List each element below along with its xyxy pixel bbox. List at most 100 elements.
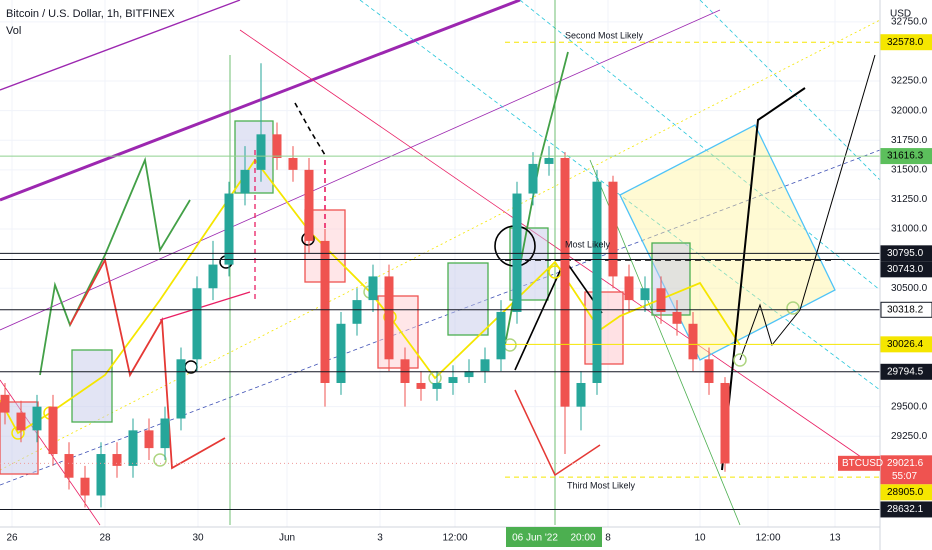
x-tick-label: 10 <box>694 533 706 544</box>
candle-body <box>656 288 666 312</box>
candle-body <box>0 394 10 413</box>
candle-body <box>496 311 506 360</box>
y-tick-label: 32250.0 <box>891 76 928 87</box>
candle-body <box>416 382 426 389</box>
price-label: 28905.0 <box>887 487 924 498</box>
candle-body <box>288 158 298 170</box>
price-label: 30795.0 <box>887 248 924 259</box>
countdown: 55:07 <box>892 471 917 482</box>
grid <box>0 0 880 527</box>
price-label-box <box>880 261 932 278</box>
price-label: 30026.4 <box>887 339 924 350</box>
candle-body <box>400 359 410 383</box>
candle-body <box>160 418 170 449</box>
annotation: Most Likely <box>565 239 611 249</box>
candle-body <box>640 288 650 301</box>
price-label-box <box>880 484 932 501</box>
candle-body <box>96 454 106 496</box>
annotation: Third Most Likely <box>567 480 636 490</box>
symbol-tag: BTCUSD <box>842 458 883 469</box>
symbol-tag-box <box>838 455 880 471</box>
price-label: 32578.0 <box>887 37 924 48</box>
price-label-box <box>880 363 932 380</box>
candle-body <box>480 359 490 372</box>
y-tick-label: 31500.0 <box>891 164 928 175</box>
price-label: 29794.5 <box>887 366 924 377</box>
x-axis-labels: 26 28 30 Jun 3 12:00 8 10 12:00 13 <box>6 533 841 544</box>
y-tick-label: 32750.0 <box>891 16 928 27</box>
x-tick-label: 28 <box>99 533 111 544</box>
y-tick-label: 29250.0 <box>891 431 928 442</box>
candle-body <box>512 193 522 312</box>
price-label: 29021.6 <box>887 458 924 469</box>
candle-body <box>704 359 714 383</box>
candle-body <box>688 323 698 360</box>
candle-body <box>720 382 730 464</box>
candle-body <box>32 406 42 431</box>
candle-body <box>48 406 58 455</box>
candle-body <box>624 276 634 301</box>
drawings <box>0 0 881 526</box>
candle-body <box>448 377 458 383</box>
candle-body <box>192 288 202 360</box>
candles <box>0 63 730 508</box>
x-tick-label: 13 <box>829 533 841 544</box>
candle-body <box>176 359 186 419</box>
candle-body <box>560 158 570 407</box>
price-label-box <box>880 455 932 485</box>
price-label: 31616.3 <box>887 151 924 162</box>
candle-body <box>144 430 154 449</box>
x-tick-label: 30 <box>192 533 204 544</box>
candle-body <box>304 169 314 241</box>
candle-body <box>320 240 330 383</box>
x-tick-label: 26 <box>6 533 18 544</box>
candle-body <box>576 382 586 407</box>
candle-body <box>528 163 538 194</box>
x-tick-label: 12:00 <box>442 533 467 544</box>
cursor-date: 06 Jun '22 <box>512 533 558 544</box>
cursor-date-box <box>506 527 602 547</box>
currency-label: USD <box>890 9 911 20</box>
candle-body <box>336 323 346 383</box>
x-tick-label: 8 <box>605 533 611 544</box>
price-levels <box>0 41 880 510</box>
candle-body <box>368 276 378 301</box>
annotation: Second Most Likely <box>565 30 644 40</box>
indicator-label: Vol <box>6 25 21 37</box>
symbol-title: Bitcoin / U.S. Dollar, 1h, BITFINEX <box>6 8 175 20</box>
x-tick-label: Jun <box>279 533 295 544</box>
candle-body <box>544 158 554 164</box>
price-label-box <box>880 34 932 51</box>
candle-body <box>432 382 442 389</box>
price-label: 30743.0 <box>887 264 924 275</box>
candle-body <box>352 300 362 324</box>
candle-body <box>112 454 122 466</box>
price-label-box <box>880 245 932 262</box>
candle-body <box>608 181 618 277</box>
price-label-box <box>880 501 932 518</box>
candle-body <box>256 134 266 170</box>
y-tick-label: 32000.0 <box>891 105 928 116</box>
y-tick-label: 29500.0 <box>891 401 928 412</box>
price-label-box <box>880 148 932 165</box>
y-tick-label: 31250.0 <box>891 194 928 205</box>
candle-body <box>80 477 90 496</box>
candle-body <box>64 454 74 478</box>
price-label: 28632.1 <box>887 504 924 515</box>
price-label-box <box>880 336 932 353</box>
candle-body <box>384 276 394 360</box>
y-tick-label: 31750.0 <box>891 135 928 146</box>
x-tick-label: 3 <box>377 533 383 544</box>
candle-body <box>592 181 602 383</box>
candle-body <box>208 264 218 289</box>
candle-body <box>16 412 26 431</box>
y-tick-label: 30500.0 <box>891 283 928 294</box>
candle-body <box>464 371 474 378</box>
candle-body <box>128 430 138 466</box>
x-tick-label: 12:00 <box>755 533 780 544</box>
candle-body <box>272 134 282 159</box>
candle-body <box>240 169 250 194</box>
y-tick-label: 31000.0 <box>891 224 928 235</box>
candle-body <box>224 193 234 265</box>
